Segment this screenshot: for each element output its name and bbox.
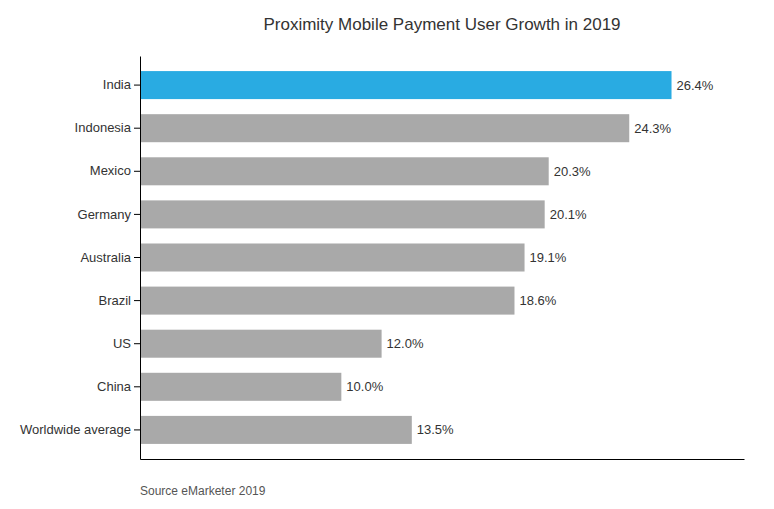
data-label: 24.3%	[634, 121, 671, 136]
y-tick-mark	[134, 429, 140, 430]
y-tick: China	[97, 379, 140, 394]
data-label: 26.4%	[677, 78, 714, 93]
bar	[140, 416, 412, 444]
y-tick: Brazil	[98, 293, 140, 308]
y-tick: Indonesia	[75, 120, 140, 135]
y-tick-mark	[134, 171, 140, 172]
x-axis-line	[141, 459, 745, 460]
y-axis-line	[140, 57, 141, 460]
data-label: 19.1%	[530, 250, 567, 265]
bars	[140, 71, 672, 444]
y-tick: US	[113, 336, 140, 351]
bar	[140, 373, 341, 401]
source: Source eMarketer 2019	[140, 484, 266, 498]
bar	[140, 157, 549, 185]
y-tick-label: Germany	[78, 207, 132, 222]
bar	[140, 287, 514, 315]
data-label: 10.0%	[346, 379, 383, 394]
y-tick-label: Indonesia	[75, 120, 132, 135]
chart-svg: India Indonesia Mexico Germany Australia Braz…	[0, 0, 774, 509]
y-tick-mark	[134, 386, 140, 387]
y-tick: Australia	[80, 250, 140, 265]
data-label: 20.3%	[554, 164, 591, 179]
y-tick-mark	[134, 343, 140, 344]
y-tick-mark	[134, 128, 140, 129]
data-label: 18.6%	[519, 293, 556, 308]
y-tick: Germany	[78, 207, 140, 222]
y-tick-label: Mexico	[90, 163, 131, 178]
bar	[140, 330, 382, 358]
y-tick-mark	[134, 85, 140, 86]
data-labels: 26.4% 24.3% 20.3% 20.1% 19.1% 18.6% 12.0% 10.0%…	[346, 78, 713, 438]
bar	[140, 243, 525, 271]
y-axis: India Indonesia Mexico Germany Australia Braz…	[20, 57, 141, 460]
y-tick-label: China	[97, 379, 132, 394]
x-axis	[141, 459, 745, 460]
y-tick-label: US	[113, 336, 131, 351]
y-tick-mark	[134, 214, 140, 215]
y-tick: Worldwide average	[20, 422, 140, 437]
y-tick-label: Worldwide average	[20, 422, 131, 437]
data-label: 13.5%	[417, 422, 454, 437]
data-label: 12.0%	[387, 336, 424, 351]
bar	[140, 200, 545, 228]
y-tick-label: Australia	[80, 250, 131, 265]
bar	[140, 71, 672, 99]
title: Proximity Mobile Payment User Growth in …	[263, 15, 620, 34]
y-tick: India	[103, 77, 140, 92]
data-label: 20.1%	[550, 207, 587, 222]
y-tick: Mexico	[90, 163, 140, 178]
bar	[140, 114, 629, 142]
y-tick-mark	[134, 300, 140, 301]
plot-area: India Indonesia Mexico Germany Australia Braz…	[20, 57, 745, 460]
y-tick-label: Brazil	[98, 293, 131, 308]
y-tick-mark	[134, 257, 140, 258]
y-tick-label: India	[103, 77, 132, 92]
